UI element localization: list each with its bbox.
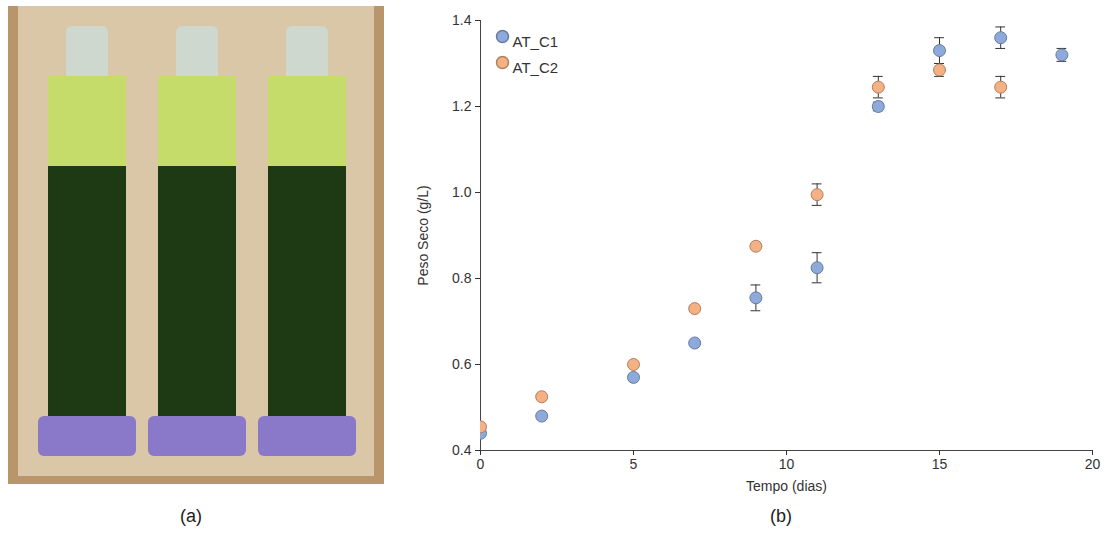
svg-text:1.0: 1.0 bbox=[452, 184, 472, 200]
svg-text:0.6: 0.6 bbox=[452, 356, 472, 372]
svg-text:1.2: 1.2 bbox=[452, 98, 472, 114]
svg-text:AT_C2: AT_C2 bbox=[513, 59, 559, 76]
svg-text:5: 5 bbox=[630, 456, 638, 472]
svg-text:Peso Seco (g/L): Peso Seco (g/L) bbox=[415, 185, 431, 285]
svg-text:0.4: 0.4 bbox=[452, 442, 472, 458]
svg-text:10: 10 bbox=[779, 456, 795, 472]
html-text:(a): (a) bbox=[180, 506, 202, 526]
svg-text:20: 20 bbox=[1085, 456, 1101, 472]
svg-text:0: 0 bbox=[477, 456, 485, 472]
html-text:(b): (b) bbox=[770, 506, 792, 526]
svg-text:15: 15 bbox=[932, 456, 948, 472]
svg-text:Tempo (dias): Tempo (dias) bbox=[746, 478, 827, 494]
svg-text:0.8: 0.8 bbox=[452, 270, 472, 286]
svg-text:1.4: 1.4 bbox=[452, 12, 472, 28]
svg-text:AT_C1: AT_C1 bbox=[513, 33, 559, 50]
